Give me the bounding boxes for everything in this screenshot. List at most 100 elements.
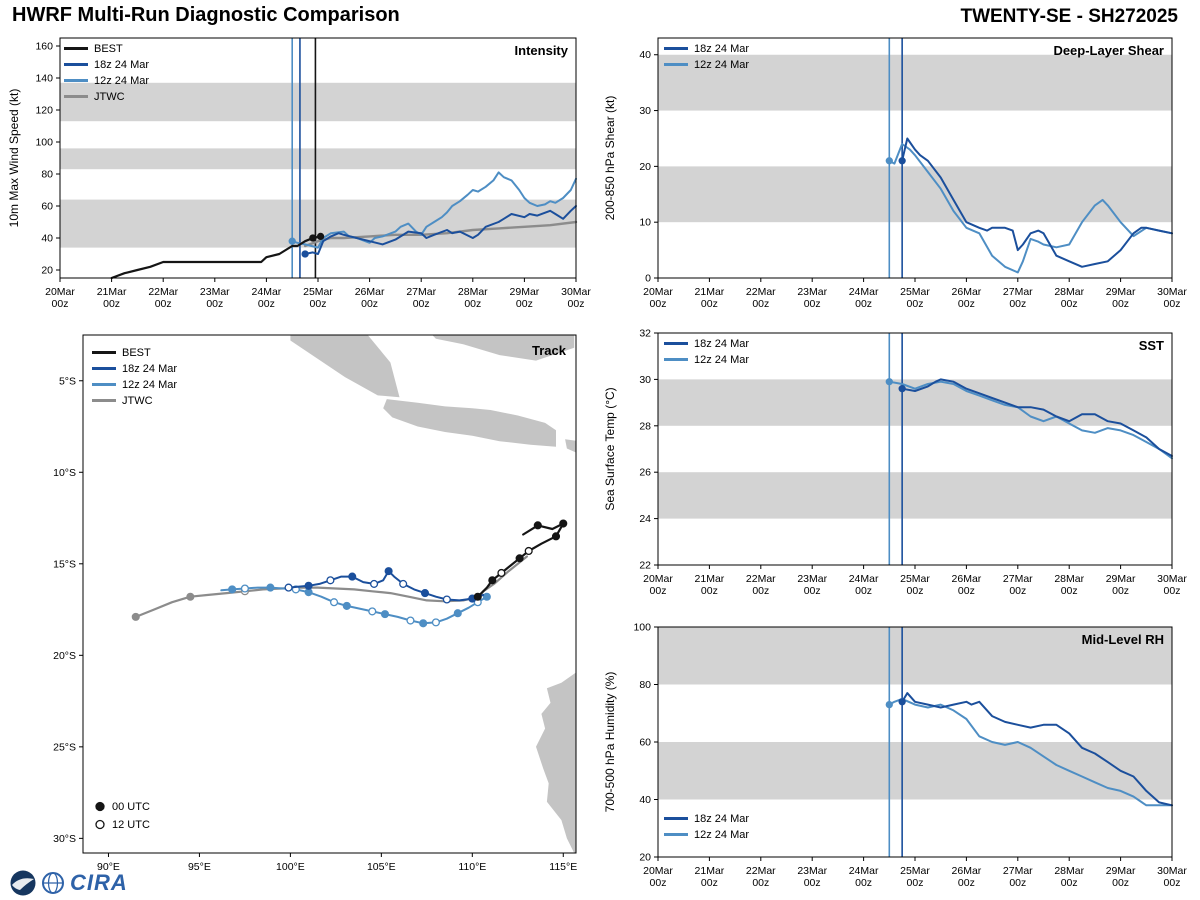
- noaa-logo: [10, 870, 36, 896]
- svg-text:26Mar: 26Mar: [952, 573, 982, 585]
- svg-text:25°S: 25°S: [53, 741, 76, 753]
- svg-text:Mid-Level RH: Mid-Level RH: [1082, 632, 1164, 647]
- svg-text:00z: 00z: [1164, 877, 1181, 889]
- svg-text:00z: 00z: [568, 298, 585, 310]
- sst-chart: 22242628303220Mar00z21Mar00z22Mar00z23Ma…: [603, 328, 1187, 598]
- svg-text:00z: 00z: [155, 298, 172, 310]
- svg-text:40: 40: [639, 49, 651, 61]
- svg-text:00z: 00z: [804, 585, 821, 597]
- svg-text:28: 28: [639, 420, 651, 432]
- svg-text:90°E: 90°E: [97, 861, 120, 873]
- svg-text:27Mar: 27Mar: [1003, 865, 1033, 877]
- svg-text:26: 26: [639, 467, 651, 479]
- svg-text:00z: 00z: [650, 585, 667, 597]
- svg-text:25Mar: 25Mar: [900, 865, 930, 877]
- svg-text:21Mar: 21Mar: [97, 286, 127, 298]
- svg-text:29Mar: 29Mar: [1106, 573, 1136, 585]
- svg-text:00z: 00z: [752, 298, 769, 310]
- svg-text:00z: 00z: [52, 298, 69, 310]
- svg-text:25Mar: 25Mar: [900, 286, 930, 298]
- svg-text:23Mar: 23Mar: [797, 865, 827, 877]
- svg-text:23Mar: 23Mar: [797, 286, 827, 298]
- svg-text:25Mar: 25Mar: [303, 286, 333, 298]
- svg-text:200-850 hPa Shear (kt): 200-850 hPa Shear (kt): [603, 96, 617, 221]
- svg-text:00z: 00z: [1164, 585, 1181, 597]
- svg-text:00z: 00z: [1009, 877, 1026, 889]
- svg-text:21Mar: 21Mar: [695, 573, 725, 585]
- svg-text:80: 80: [639, 679, 651, 691]
- storm-title: TWENTY-SE - SH272025: [960, 6, 1178, 27]
- svg-text:00z: 00z: [907, 585, 924, 597]
- svg-text:00z: 00z: [804, 877, 821, 889]
- svg-text:00z: 00z: [1061, 877, 1078, 889]
- svg-text:12z 24 Mar: 12z 24 Mar: [694, 354, 749, 366]
- cira-globe-icon: [42, 872, 64, 894]
- svg-text:30°S: 30°S: [53, 833, 76, 845]
- cira-logo: CIRA: [70, 870, 128, 895]
- svg-text:00z: 00z: [1112, 585, 1129, 597]
- svg-text:00z: 00z: [701, 585, 718, 597]
- svg-text:Intensity: Intensity: [515, 43, 569, 58]
- svg-text:20: 20: [639, 852, 651, 864]
- svg-text:26Mar: 26Mar: [355, 286, 385, 298]
- svg-text:23Mar: 23Mar: [200, 286, 230, 298]
- svg-text:00z: 00z: [650, 298, 667, 310]
- svg-text:00z: 00z: [752, 877, 769, 889]
- svg-text:20Mar: 20Mar: [643, 865, 673, 877]
- svg-text:18z 24 Mar: 18z 24 Mar: [122, 363, 177, 375]
- svg-text:00z: 00z: [1009, 298, 1026, 310]
- svg-text:00z: 00z: [804, 298, 821, 310]
- svg-text:15°S: 15°S: [53, 558, 76, 570]
- svg-text:40: 40: [41, 233, 53, 245]
- svg-text:40: 40: [639, 794, 651, 806]
- svg-text:32: 32: [639, 328, 651, 340]
- svg-text:18z 24 Mar: 18z 24 Mar: [94, 59, 149, 71]
- svg-text:105°E: 105°E: [367, 861, 396, 873]
- svg-text:160: 160: [35, 41, 53, 53]
- svg-text:22Mar: 22Mar: [746, 286, 776, 298]
- svg-text:30: 30: [639, 374, 651, 386]
- svg-text:Sea Surface Temp (°C): Sea Surface Temp (°C): [603, 387, 617, 510]
- svg-text:10: 10: [639, 217, 651, 229]
- svg-text:700-500 hPa Humidity (%): 700-500 hPa Humidity (%): [603, 672, 617, 813]
- svg-text:00z: 00z: [855, 585, 872, 597]
- svg-text:100°E: 100°E: [276, 861, 305, 873]
- svg-text:SST: SST: [1139, 338, 1164, 353]
- svg-text:5°S: 5°S: [59, 375, 76, 387]
- svg-text:00z: 00z: [701, 877, 718, 889]
- svg-text:00z: 00z: [907, 298, 924, 310]
- footer-logos: CIRA: [10, 870, 128, 896]
- svg-text:26Mar: 26Mar: [952, 286, 982, 298]
- svg-text:23Mar: 23Mar: [797, 573, 827, 585]
- svg-text:60: 60: [639, 737, 651, 749]
- svg-text:18z 24 Mar: 18z 24 Mar: [694, 338, 749, 350]
- svg-text:12z 24 Mar: 12z 24 Mar: [122, 379, 177, 391]
- svg-text:27Mar: 27Mar: [406, 286, 436, 298]
- rh-chart: 2040608010020Mar00z21Mar00z22Mar00z23Mar…: [603, 622, 1187, 890]
- svg-text:25Mar: 25Mar: [900, 573, 930, 585]
- svg-text:00z: 00z: [516, 298, 533, 310]
- svg-text:00z: 00z: [650, 877, 667, 889]
- svg-text:100: 100: [633, 622, 651, 634]
- svg-text:12z 24 Mar: 12z 24 Mar: [94, 75, 149, 87]
- svg-text:00z: 00z: [1061, 585, 1078, 597]
- svg-text:00z: 00z: [1061, 298, 1078, 310]
- svg-text:20Mar: 20Mar: [643, 573, 673, 585]
- svg-text:12z 24 Mar: 12z 24 Mar: [694, 829, 749, 841]
- svg-text:00z: 00z: [958, 298, 975, 310]
- svg-text:80: 80: [41, 169, 53, 181]
- svg-text:JTWC: JTWC: [122, 395, 153, 407]
- svg-text:00z: 00z: [855, 298, 872, 310]
- svg-text:20: 20: [639, 161, 651, 173]
- svg-text:28Mar: 28Mar: [1054, 573, 1084, 585]
- svg-text:00z: 00z: [258, 298, 275, 310]
- svg-text:120: 120: [35, 105, 53, 117]
- svg-text:00z: 00z: [907, 877, 924, 889]
- svg-text:10m Max Wind Speed (kt): 10m Max Wind Speed (kt): [7, 89, 21, 228]
- svg-text:Deep-Layer Shear: Deep-Layer Shear: [1053, 43, 1164, 58]
- svg-text:29Mar: 29Mar: [1106, 286, 1136, 298]
- svg-text:00z: 00z: [701, 298, 718, 310]
- svg-text:24Mar: 24Mar: [252, 286, 282, 298]
- svg-text:24Mar: 24Mar: [849, 573, 879, 585]
